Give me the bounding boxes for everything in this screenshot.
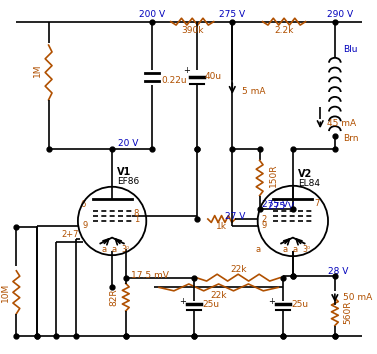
Text: 17.5 mV: 17.5 mV [131, 271, 169, 280]
Text: V2: V2 [298, 169, 312, 179]
Text: 290 V: 290 V [327, 10, 353, 19]
Text: 0.22u: 0.22u [161, 76, 187, 85]
Text: 3⁰: 3⁰ [122, 245, 130, 254]
Text: 390k: 390k [181, 26, 204, 35]
Text: 22k: 22k [230, 265, 247, 274]
Text: Blu: Blu [343, 45, 357, 55]
Text: Brn: Brn [343, 135, 358, 143]
Text: 560R: 560R [344, 300, 352, 324]
Text: 20 V: 20 V [118, 139, 138, 148]
Text: 28 V: 28 V [328, 267, 348, 276]
Text: 8: 8 [133, 209, 139, 218]
Text: 27 V: 27 V [225, 212, 246, 221]
Text: 7: 7 [314, 199, 320, 208]
Text: V1: V1 [117, 167, 131, 177]
Text: +: + [179, 297, 186, 306]
Text: 25u: 25u [202, 301, 219, 309]
Text: 9: 9 [83, 221, 88, 230]
Text: 9: 9 [261, 221, 267, 230]
Text: 6: 6 [80, 200, 86, 209]
Text: 82R: 82R [109, 289, 118, 306]
Text: 3⁰: 3⁰ [302, 245, 311, 254]
Text: 275 V: 275 V [262, 200, 288, 209]
Text: 45 mA: 45 mA [327, 119, 356, 128]
Text: 275 V: 275 V [219, 10, 245, 19]
Text: 2.2k: 2.2k [274, 26, 294, 35]
Text: 22k: 22k [210, 291, 227, 300]
Text: 5 mA: 5 mA [242, 87, 265, 97]
Text: a: a [255, 245, 260, 254]
Text: EL84: EL84 [298, 179, 320, 188]
Text: a: a [102, 245, 107, 254]
Text: 1: 1 [133, 215, 139, 223]
Text: 150R: 150R [270, 163, 278, 187]
Text: 2+7: 2+7 [61, 230, 79, 239]
Text: 1k: 1k [216, 222, 227, 231]
Text: 25u: 25u [291, 301, 308, 309]
Text: 275 V: 275 V [268, 202, 294, 211]
Text: 1M: 1M [33, 64, 42, 77]
Text: 200 V: 200 V [139, 10, 165, 19]
Text: +: + [268, 297, 275, 306]
Text: 50 mA: 50 mA [343, 293, 372, 302]
Text: a: a [292, 245, 297, 254]
Text: 40u: 40u [205, 72, 222, 81]
Text: 10M: 10M [0, 283, 9, 302]
Text: +: + [183, 66, 190, 75]
Text: EF86: EF86 [117, 177, 139, 187]
Text: 2: 2 [261, 215, 267, 223]
Text: a: a [282, 245, 288, 254]
Text: a: a [112, 245, 116, 254]
